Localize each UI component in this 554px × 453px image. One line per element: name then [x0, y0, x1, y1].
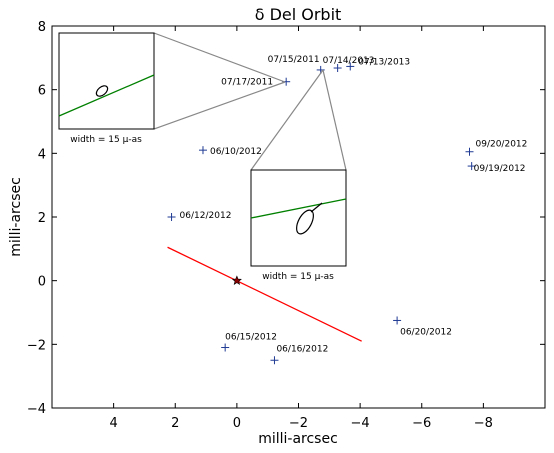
y-axis-label: milli-arcsec: [8, 177, 24, 257]
inset-orbit-segment: [58, 74, 155, 117]
axis-tick-labels: 4 2 0 −2 −4 −6 −8 −4 −2 0 2 4 6 8: [27, 20, 493, 431]
inset-caption: width = 15 μ-as: [262, 272, 334, 282]
observation-date-label: 06/15/2012: [225, 333, 277, 343]
observation-marker: [393, 316, 402, 325]
x-tick-label: 0: [233, 416, 241, 431]
axis-ticks: [52, 25, 545, 409]
inset-upper-left: width = 15 μ-as: [58, 32, 155, 145]
y-tick-label: 0: [38, 275, 46, 290]
x-axis-label: milli-arcsec: [258, 431, 338, 447]
inset-orbit-segment: [250, 198, 347, 219]
x-tick-label: −4: [351, 416, 370, 431]
observation-marker: [467, 162, 476, 171]
observation-date-label: 07/15/2011: [268, 55, 320, 65]
observation-date-label: 07/17/2011: [221, 78, 273, 88]
connector-line: [322, 69, 347, 171]
observation-date-label: 07/14/2013: [323, 56, 375, 66]
x-tick-label: −6: [412, 416, 431, 431]
x-tick-label: −8: [474, 416, 493, 431]
connector-line: [153, 32, 286, 83]
observation-marker: [270, 356, 279, 365]
y-tick-label: 2: [38, 211, 46, 226]
chart-title: δ Del Orbit: [255, 5, 342, 24]
inset-frame: [58, 32, 155, 130]
inset-error-tick: [310, 202, 323, 213]
y-tick-label: −4: [27, 402, 46, 417]
inset-error-ellipse: [95, 85, 109, 97]
connector-line: [153, 81, 286, 130]
connector-line: [250, 69, 324, 171]
observation-date-label: 06/20/2012: [400, 327, 452, 337]
inset-error-ellipse: [296, 209, 314, 235]
y-tick-label: 4: [38, 147, 46, 162]
x-tick-label: 4: [109, 416, 117, 431]
observation-date-label: 07/13/2013: [358, 57, 410, 67]
inset-frame: [250, 169, 347, 267]
node-line: [167, 246, 362, 342]
observation-marker: [465, 147, 474, 156]
observation-date-label: 09/19/2012: [474, 164, 526, 174]
primary-star-marker: [231, 275, 242, 285]
y-tick-label: −2: [27, 338, 46, 353]
y-tick-label: 6: [38, 84, 46, 99]
inset-connector-lines: [153, 32, 347, 171]
observation-date-label: 06/16/2012: [276, 344, 328, 354]
observation-marker: [198, 146, 207, 155]
observation-date-label: 06/10/2012: [210, 147, 262, 157]
observation-marker: [221, 343, 230, 352]
observation-marker: [346, 62, 355, 71]
observation-marker: [333, 64, 342, 73]
x-tick-label: 2: [171, 416, 179, 431]
observation-markers: [167, 62, 476, 365]
y-tick-label: 8: [38, 20, 46, 35]
observation-date-label: 06/12/2012: [180, 211, 232, 221]
inset-caption: width = 15 μ-as: [70, 135, 142, 145]
x-tick-label: −2: [289, 416, 308, 431]
observation-marker: [167, 213, 176, 221]
inset-center: width = 15 μ-as: [250, 169, 347, 282]
observation-date-label: 09/20/2012: [476, 140, 528, 150]
